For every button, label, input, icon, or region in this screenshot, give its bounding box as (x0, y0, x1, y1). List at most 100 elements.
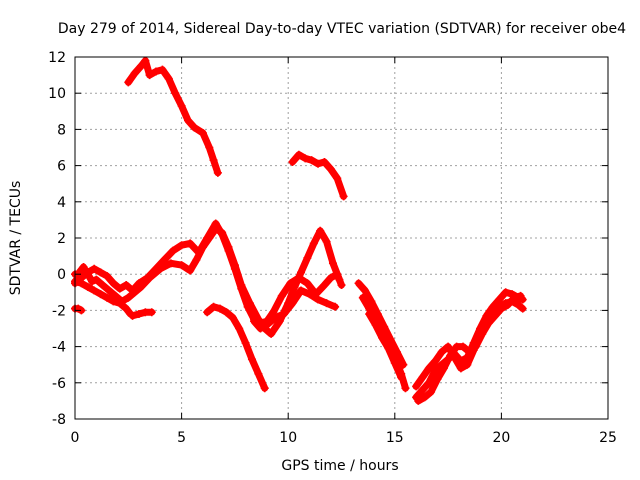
data-point (218, 230, 227, 239)
data-point (378, 333, 387, 342)
series-arc-8 (128, 308, 156, 320)
data-point (424, 364, 433, 373)
data-point (186, 266, 195, 275)
data-point (333, 174, 342, 183)
data-point (222, 308, 231, 317)
series-arc-4 (71, 219, 346, 328)
data-point (158, 65, 167, 74)
data-point (192, 255, 201, 264)
data-point (444, 342, 453, 351)
data-point (514, 300, 523, 309)
data-point (465, 348, 474, 357)
chart-title: Day 279 of 2014, Sidereal Day-to-day VTE… (58, 21, 626, 37)
x-tick-label: 20 (492, 430, 510, 446)
data-point (164, 74, 173, 83)
data-point (418, 386, 427, 395)
data-point (250, 317, 259, 326)
data-point (147, 308, 156, 317)
data-point (303, 253, 312, 262)
data-point (124, 78, 133, 87)
data-point (503, 300, 512, 309)
series-arc-1 (124, 56, 222, 177)
data-point (228, 313, 237, 322)
data-point (360, 286, 369, 295)
data-point (307, 156, 316, 165)
data-point (98, 281, 107, 290)
data-point (296, 286, 305, 295)
data-point (322, 299, 331, 308)
y-tick-label: -6 (52, 376, 66, 392)
data-point (279, 310, 288, 319)
y-tick-label: -8 (52, 412, 66, 428)
data-point (90, 286, 99, 295)
y-tick-label: 8 (57, 122, 66, 138)
data-point (230, 264, 239, 273)
x-tick-label: 0 (71, 430, 80, 446)
series-arc-15 (414, 291, 525, 405)
data-point (314, 295, 323, 304)
x-tick-label: 25 (599, 430, 617, 446)
data-point (301, 154, 310, 163)
data-point (203, 308, 212, 317)
data-point (431, 357, 440, 366)
data-point (495, 295, 504, 304)
data-point (424, 378, 433, 387)
data-point (471, 342, 480, 351)
data-point (427, 387, 436, 396)
data-point (294, 150, 303, 159)
data-point (128, 286, 137, 295)
data-point (171, 89, 180, 98)
data-point (102, 272, 111, 281)
data-point (198, 129, 207, 138)
data-point (288, 299, 297, 308)
data-point (518, 304, 527, 313)
data-point (314, 159, 323, 168)
data-point (130, 69, 139, 78)
data-point (305, 290, 314, 299)
data-point (83, 268, 92, 277)
data-point (260, 384, 269, 393)
data-point (243, 302, 252, 311)
data-point (420, 393, 429, 402)
data-point (516, 291, 525, 300)
data-point (152, 264, 161, 273)
data-point (88, 277, 97, 286)
data-point (262, 320, 271, 329)
data-point (459, 342, 468, 351)
data-point (109, 297, 118, 306)
data-point (109, 279, 118, 288)
series-trace (71, 277, 134, 318)
y-tick-label: -2 (52, 303, 66, 319)
tick-labels: 0 5 10 15 20 25 -8 -6 -4 -2 0 2 4 6 8 10 12 (48, 50, 617, 446)
series-trace (355, 279, 407, 369)
data-point (326, 165, 335, 174)
data-point (209, 156, 218, 165)
data-point (169, 246, 178, 255)
y-tick-label: 6 (57, 159, 66, 175)
data-point (247, 355, 256, 364)
data-point (122, 281, 131, 290)
data-point (371, 320, 380, 329)
data-point (209, 302, 218, 311)
data-point (190, 123, 199, 132)
series-arc-7 (71, 304, 86, 315)
x-tick-label: 5 (177, 430, 186, 446)
data-point (256, 324, 265, 333)
data-point (213, 168, 222, 177)
data-point (358, 293, 367, 302)
y-tick-label: 2 (57, 231, 66, 247)
data-point (286, 279, 295, 288)
data-point (90, 264, 99, 273)
series-trace (365, 310, 405, 381)
data-point (337, 281, 346, 290)
data-point (437, 348, 446, 357)
data-point (484, 319, 493, 328)
data-point (271, 313, 280, 322)
data-point (105, 286, 114, 295)
data-point (267, 329, 276, 338)
data-point (92, 275, 101, 284)
data-point (431, 366, 440, 375)
data-point (418, 373, 427, 382)
